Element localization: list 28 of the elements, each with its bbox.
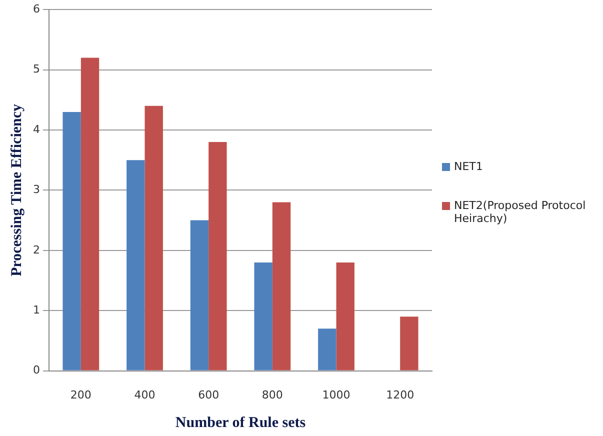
x-axis-title: Number of Rule sets bbox=[175, 414, 306, 431]
x-tick-label: 400 bbox=[134, 388, 156, 402]
y-tick-label: 3 bbox=[33, 183, 40, 196]
bar bbox=[336, 262, 354, 370]
x-tick-label: 600 bbox=[198, 388, 220, 402]
bar bbox=[254, 262, 272, 370]
x-tick-label: 200 bbox=[70, 388, 92, 402]
bar bbox=[126, 160, 145, 370]
y-tick-label: 6 bbox=[33, 2, 40, 16]
legend-label: NET2(Proposed Protocol Heirachy) bbox=[454, 199, 587, 225]
bar bbox=[190, 220, 209, 370]
y-tick-label: 4 bbox=[33, 122, 40, 136]
x-tick-label: 1000 bbox=[322, 388, 350, 402]
x-tick-label: 1200 bbox=[386, 388, 414, 402]
y-tick-label: 5 bbox=[33, 62, 40, 76]
y-axis-title: Processing Time Efficiency bbox=[8, 103, 25, 276]
bar bbox=[272, 202, 291, 370]
legend-label: NET1 bbox=[454, 160, 483, 173]
bar bbox=[318, 328, 336, 370]
bar bbox=[80, 58, 100, 370]
y-tick-label: 2 bbox=[33, 243, 40, 256]
x-tick-label: 800 bbox=[262, 388, 283, 402]
bar bbox=[144, 106, 163, 370]
y-tick-label: 1 bbox=[33, 303, 40, 316]
bar bbox=[62, 112, 81, 370]
bar bbox=[400, 316, 418, 370]
bar bbox=[208, 142, 227, 370]
y-tick-label: 0 bbox=[33, 364, 40, 377]
